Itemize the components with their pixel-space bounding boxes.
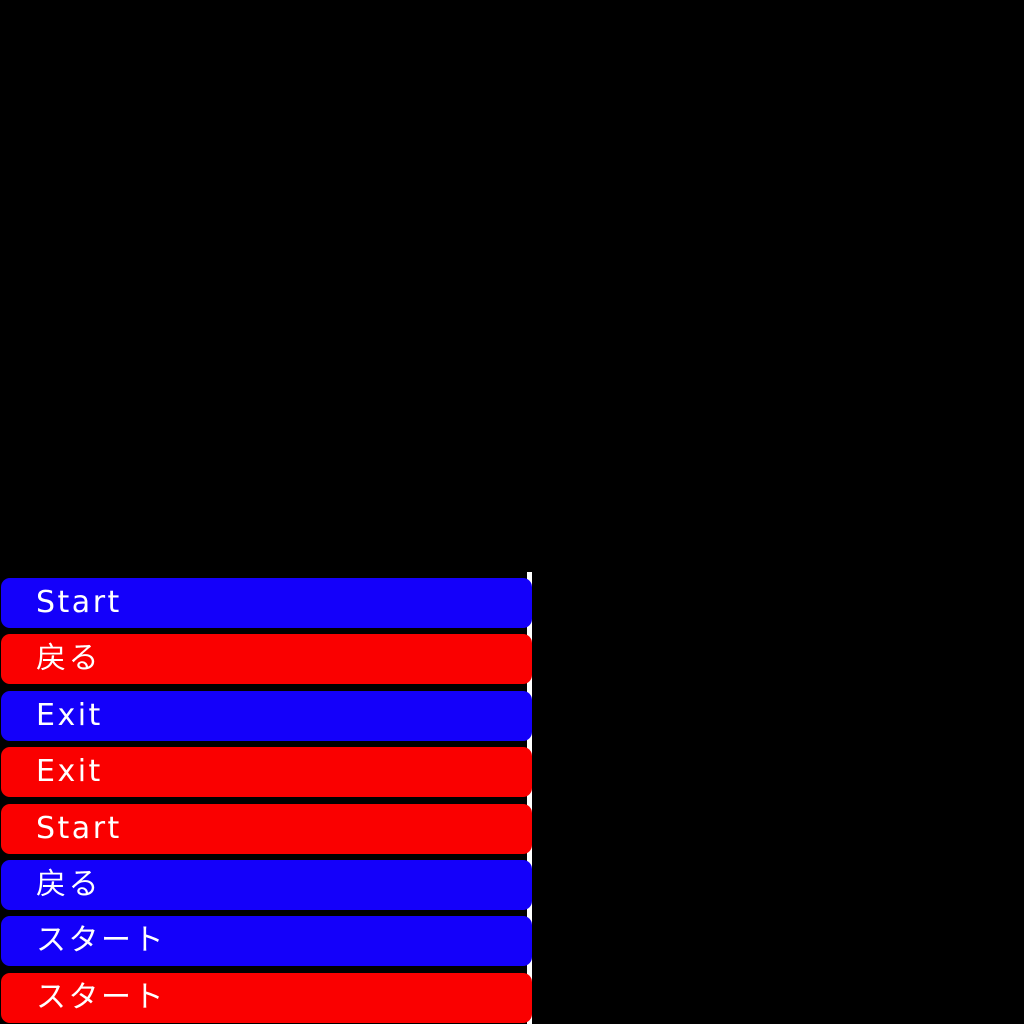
white-dashed-guide-line <box>527 572 532 1024</box>
exit-button-red-label: Exit <box>36 754 103 790</box>
button-menu: Start 戻る Exit Exit Start 戻る スタート スタート <box>1 578 532 1023</box>
start-jp-button-red[interactable]: スタート <box>1 972 532 1023</box>
start-jp-button-red-label: スタート <box>36 979 166 1015</box>
start-jp-button-blue-label: スタート <box>36 923 166 959</box>
start-button-blue-label: Start <box>36 585 122 620</box>
back-button-blue-label: 戻る <box>36 866 101 902</box>
start-button-blue[interactable]: Start <box>1 578 532 628</box>
back-button-red[interactable]: 戻る <box>1 634 532 685</box>
back-button-blue[interactable]: 戻る <box>1 859 532 910</box>
back-button-red-label: 戻る <box>36 641 101 677</box>
exit-button-red[interactable]: Exit <box>1 747 532 798</box>
exit-button-blue-label: Exit <box>36 697 103 733</box>
start-jp-button-blue[interactable]: スタート <box>1 916 532 967</box>
start-button-red[interactable]: Start <box>1 803 532 854</box>
exit-button-blue[interactable]: Exit <box>1 690 532 741</box>
start-button-red-label: Start <box>36 810 122 846</box>
